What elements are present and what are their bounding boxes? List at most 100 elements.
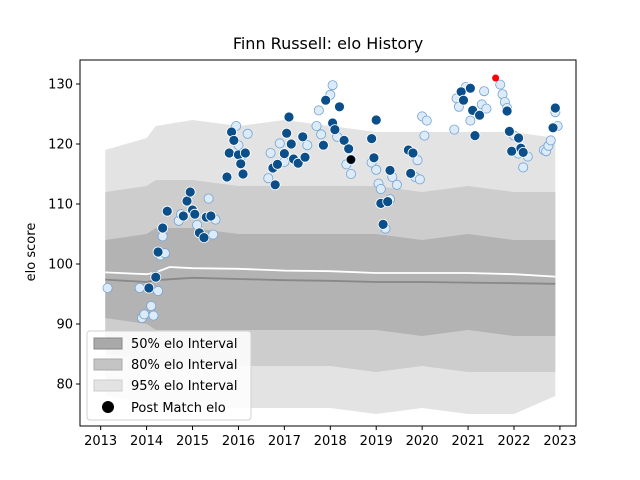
y-tick-label: 120	[48, 138, 73, 153]
post-match-point-light	[465, 115, 476, 126]
post-match-point-light	[449, 124, 460, 135]
post-match-point-dark	[504, 125, 515, 137]
post-match-point-light	[495, 79, 506, 90]
post-match-point-dark	[343, 143, 355, 155]
post-match-point-dark	[517, 146, 529, 158]
post-match-point-light	[134, 282, 145, 293]
x-tick-label: 2021	[452, 434, 485, 449]
post-match-point-light	[208, 229, 219, 240]
post-match-point-dark	[239, 147, 251, 159]
post-match-point-dark	[366, 133, 378, 145]
legend-marker-post-match	[102, 401, 114, 413]
post-match-point-dark	[318, 139, 329, 151]
post-match-point-dark	[228, 134, 240, 146]
post-match-point-dark	[177, 210, 189, 222]
y-tick-label: 100	[48, 258, 73, 273]
legend-label-95: 95% elo Interval	[131, 379, 238, 394]
axis-ticks: 2013 2014 2015 2016 2017 2018 2019 2020 2021 2022…	[48, 78, 576, 450]
post-match-point-light	[146, 300, 157, 311]
post-match-point-dark	[152, 246, 164, 258]
post-match-point-light	[263, 173, 274, 184]
post-match-point-dark	[370, 114, 382, 126]
y-axis-label: elo score	[24, 223, 39, 282]
post-match-point-dark	[464, 82, 476, 94]
post-match-point-dark	[285, 138, 297, 150]
post-match-point-light	[302, 140, 313, 151]
post-match-point-light	[481, 103, 492, 114]
chart-title: Finn Russell: elo History	[233, 34, 423, 53]
post-match-point-dark	[150, 271, 162, 283]
legend-swatch-95	[93, 379, 123, 392]
post-match-point-dark	[368, 152, 380, 164]
post-match-point-dark	[299, 151, 311, 163]
post-match-point-light	[421, 115, 432, 126]
post-match-point-dark	[235, 158, 247, 170]
legend-label-80: 80% elo Interval	[131, 358, 238, 373]
post-match-point-dark	[501, 105, 513, 117]
post-match-point-dark	[181, 195, 193, 207]
post-match-point-dark	[272, 158, 283, 170]
post-match-point-dark	[329, 124, 341, 136]
legend-swatch-80	[93, 358, 123, 371]
post-match-point-dark	[292, 157, 304, 169]
x-tick-label: 2015	[176, 434, 209, 449]
post-match-point-dark	[223, 147, 235, 159]
legend-box	[86, 330, 252, 421]
x-tick-label: 2022	[497, 434, 530, 449]
y-tick-label: 130	[48, 78, 73, 93]
post-match-point-light	[419, 130, 430, 141]
post-match-point-dark	[334, 101, 345, 113]
post-match-point-dark	[469, 130, 481, 142]
post-match-point-light	[265, 147, 276, 158]
post-match-point-dark	[407, 147, 419, 159]
post-match-point-dark	[161, 205, 173, 217]
post-match-point-light	[316, 129, 327, 140]
post-match-point-dark	[283, 111, 295, 123]
post-match-point-light	[153, 285, 164, 296]
post-match-point-dark	[382, 196, 394, 208]
post-match-point-dark	[458, 94, 469, 106]
post-match-point-dark	[198, 232, 210, 244]
post-match-point-light	[375, 183, 386, 194]
post-match-point-dark	[474, 109, 485, 121]
y-tick-label: 90	[56, 318, 73, 333]
post-match-point-dark	[184, 186, 196, 198]
post-match-point-dark	[278, 148, 290, 160]
band-50	[105, 228, 556, 336]
x-tick-label: 2016	[222, 434, 255, 449]
post-match-point-dark	[377, 218, 389, 230]
post-match-point-light	[327, 80, 338, 91]
post-match-point-dark	[189, 208, 201, 220]
post-match-point-dark	[269, 179, 281, 191]
post-match-point-dark	[157, 222, 169, 234]
post-match-point-light	[102, 282, 113, 293]
post-match-point-dark	[143, 282, 155, 294]
post-match-point-light	[274, 138, 285, 149]
legend: 50% elo Interval 80% elo Interval 95% el…	[86, 330, 252, 421]
post-match-point-dark	[547, 122, 559, 134]
post-match-point-light	[371, 164, 382, 175]
plot-frame	[79, 59, 577, 427]
post-match-point-dark	[549, 102, 561, 114]
x-tick-label: 2017	[268, 434, 301, 449]
post-match-point-dark	[297, 131, 309, 143]
post-match-point-black	[346, 155, 355, 164]
post-match-point-light	[414, 174, 425, 185]
post-match-point-highlight	[492, 74, 500, 82]
post-match-point-light	[545, 135, 556, 146]
y-tick-label: 80	[56, 378, 73, 393]
legend-label-post-match: Post Match elo	[131, 401, 226, 416]
post-match-point-light	[148, 310, 159, 321]
post-match-point-light	[242, 128, 253, 139]
x-tick-label: 2023	[543, 434, 576, 449]
post-match-point-light	[203, 193, 214, 204]
post-match-point-light	[391, 179, 402, 190]
y-tick-label: 110	[48, 198, 73, 213]
post-match-point-dark	[405, 167, 417, 179]
x-tick-label: 2018	[314, 434, 347, 449]
post-match-point-light	[479, 86, 490, 97]
post-match-point-dark	[320, 94, 332, 106]
x-tick-label: 2020	[406, 434, 439, 449]
post-match-point-light	[345, 168, 356, 179]
